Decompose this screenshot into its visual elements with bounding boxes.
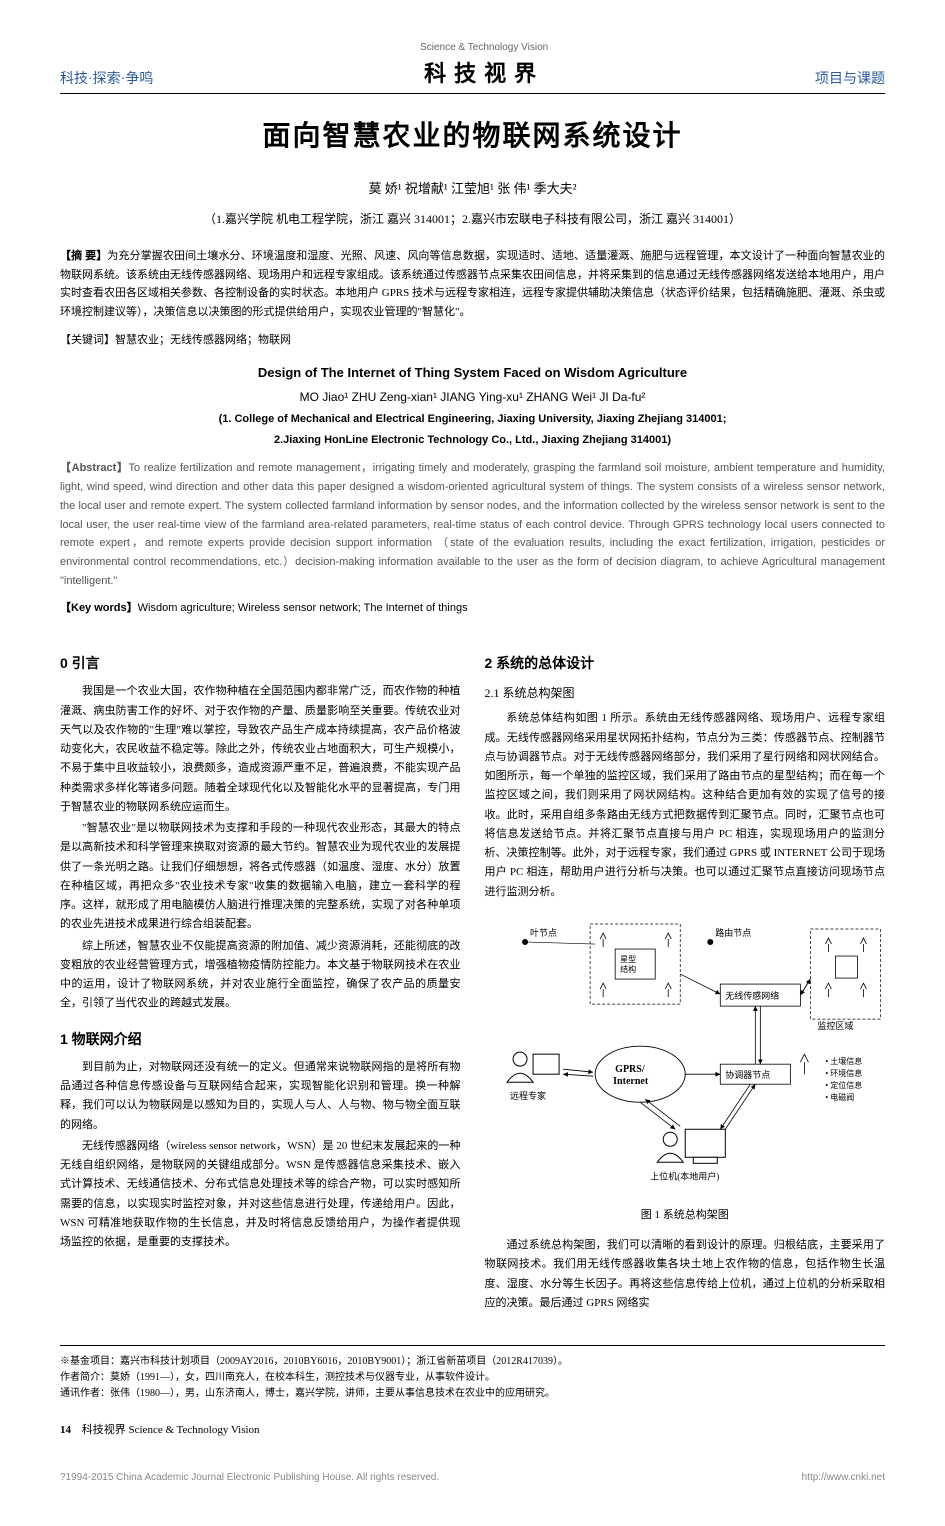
- paragraph: "智慧农业"是以物联网技术为支撑和手段的一种现代农业形态，其最大的特点是以高新技…: [60, 819, 461, 935]
- abstract-en-text: To realize fertilization and remote mana…: [60, 462, 885, 586]
- section-0-heading: 0 引言: [60, 652, 461, 674]
- paragraph: 无线传感器网络（wireless sensor network，WSN）是 20…: [60, 1137, 461, 1253]
- author-note: 作者简介：莫娇（1991—），女，四川南充人，在校本科生，测控技术与仪器专业，从…: [60, 1370, 885, 1386]
- copyright-text: ?1994-2015 China Academic Journal Electr…: [60, 1470, 439, 1486]
- corresponding-note: 通讯作者：张伟（1980—），男，山东济南人，博士，嘉兴学院，讲师，主要从事信息…: [60, 1386, 885, 1402]
- copyright-line: ?1994-2015 China Academic Journal Electr…: [60, 1470, 885, 1486]
- gprs-label: GPRS/: [615, 1064, 645, 1075]
- left-column: 0 引言 我国是一个农业大国，农作物种植在全国范围内都非常广泛，而农作物的种植灌…: [60, 638, 461, 1315]
- journal-name-cn: 科技视界: [420, 56, 548, 91]
- abstract-cn-text: 为充分掌握农田间土壤水分、环境温度和湿度、光照、风速、风向等信息数据，实现适时、…: [60, 250, 885, 318]
- info-item: • 土壤信息: [825, 1056, 862, 1066]
- leaf-node-label: 叶节点: [530, 928, 557, 938]
- paragraph: 系统总体结构如图 1 所示。系统由无线传感器网络、现场用户、远程专家组成。无线传…: [485, 709, 886, 902]
- keywords-en: 【Key words】Wisdom agriculture; Wireless …: [60, 600, 885, 618]
- abstract-en-label: 【Abstract】: [60, 462, 129, 474]
- affiliation-en-2: 2.Jiaxing HonLine Electronic Technology …: [60, 432, 885, 450]
- copyright-url: http://www.cnki.net: [802, 1470, 885, 1486]
- host-pc-icon: [657, 1129, 725, 1163]
- keywords-en-label: 【Key words】: [60, 602, 138, 614]
- remote-expert-icon: [507, 1052, 559, 1082]
- page-header: 科技·探索·争鸣 Science & Technology Vision 科技视…: [60, 40, 885, 94]
- abstract-en: 【Abstract】To realize fertilization and r…: [60, 459, 885, 590]
- keywords-en-text: Wisdom agriculture; Wireless sensor netw…: [138, 602, 468, 614]
- system-architecture-diagram: 叶节点 路由节点 星型 结构 无线传感网络: [485, 914, 886, 1194]
- footnotes: ※基金项目：嘉兴市科技计划项目（2009AY2016，2010BY6016，20…: [60, 1354, 885, 1402]
- info-item: • 电磁阀: [825, 1092, 854, 1102]
- info-item: • 定位信息: [825, 1080, 862, 1090]
- footnote-separator: [60, 1345, 885, 1346]
- monitor-region-label: 监控区域: [817, 1020, 853, 1031]
- right-column: 2 系统的总体设计 2.1 系统总构架图 系统总体结构如图 1 所示。系统由无线…: [485, 638, 886, 1315]
- keywords-cn-text: 智慧农业；无线传感器网络；物联网: [115, 334, 291, 346]
- info-item: • 环境信息: [825, 1068, 862, 1078]
- paragraph: 综上所述，智慧农业不仅能提高资源的附加值、减少资源消耗，还能彻底的改变粗放的农业…: [60, 937, 461, 1014]
- affiliations-cn: （1.嘉兴学院 机电工程学院，浙江 嘉兴 314001；2.嘉兴市宏联电子科技有…: [60, 210, 885, 229]
- section-2-1-heading: 2.1 系统总构架图: [485, 684, 886, 703]
- host-label: 上位机(本地用户): [650, 1170, 719, 1181]
- article-title-cn: 面向智慧农业的物联网系统设计: [60, 114, 885, 159]
- coordinator-label: 协调器节点: [725, 1069, 770, 1080]
- header-center: Science & Technology Vision 科技视界: [420, 40, 548, 91]
- keywords-cn-label: 【关键词】: [60, 334, 115, 346]
- footer-journal: 科技视界 Science & Technology Vision: [82, 1424, 260, 1436]
- star-structure-label: 星型: [620, 955, 636, 964]
- authors-cn: 莫 娇¹ 祝增献¹ 江莹旭¹ 张 伟¹ 季大夫²: [60, 179, 885, 200]
- article-title-en: Design of The Internet of Thing System F…: [60, 363, 885, 384]
- router-node-label: 路由节点: [715, 927, 751, 938]
- paragraph: 到目前为止，对物联网还没有统一的定义。但通常来说物联网指的是将所有物品通过各种信…: [60, 1058, 461, 1135]
- fund-note: ※基金项目：嘉兴市科技计划项目（2009AY2016，2010BY6016，20…: [60, 1354, 885, 1370]
- page-footer: 14 科技视界 Science & Technology Vision: [60, 1422, 885, 1440]
- section-2-heading: 2 系统的总体设计: [485, 652, 886, 674]
- header-left: 科技·探索·争鸣: [60, 69, 153, 91]
- figure-1-caption: 图 1 系统总构架图: [485, 1207, 886, 1225]
- authors-en: MO Jiao¹ ZHU Zeng-xian¹ JIANG Ying-xu¹ Z…: [60, 388, 885, 407]
- keywords-cn: 【关键词】智慧农业；无线传感器网络；物联网: [60, 332, 885, 350]
- body-columns: 0 引言 我国是一个农业大国，农作物种植在全国范围内都非常广泛，而农作物的种植灌…: [60, 638, 885, 1315]
- header-right: 项目与课题: [815, 69, 885, 91]
- wsn-label: 无线传感网络: [725, 990, 779, 1001]
- page-number: 14: [60, 1424, 71, 1436]
- abstract-cn: 【摘 要】为充分掌握农田间土壤水分、环境温度和湿度、光照、风速、风向等信息数据，…: [60, 247, 885, 322]
- paragraph: 我国是一个农业大国，农作物种植在全国范围内都非常广泛，而农作物的种植灌溉、病虫防…: [60, 682, 461, 817]
- paragraph: 通过系统总构架图，我们可以清晰的看到设计的原理。归根结底，主要采用了物联网技术。…: [485, 1236, 886, 1313]
- remote-expert-label: 远程专家: [510, 1090, 546, 1101]
- section-1-heading: 1 物联网介绍: [60, 1028, 461, 1050]
- svg-text:结构: 结构: [620, 964, 636, 974]
- affiliation-en-1: (1. College of Mechanical and Electrical…: [60, 411, 885, 429]
- svg-text:Internet: Internet: [613, 1076, 649, 1087]
- abstract-cn-label: 【摘 要】: [60, 250, 107, 262]
- figure-1: 叶节点 路由节点 星型 结构 无线传感网络: [485, 914, 886, 1224]
- journal-name-en: Science & Technology Vision: [420, 40, 548, 56]
